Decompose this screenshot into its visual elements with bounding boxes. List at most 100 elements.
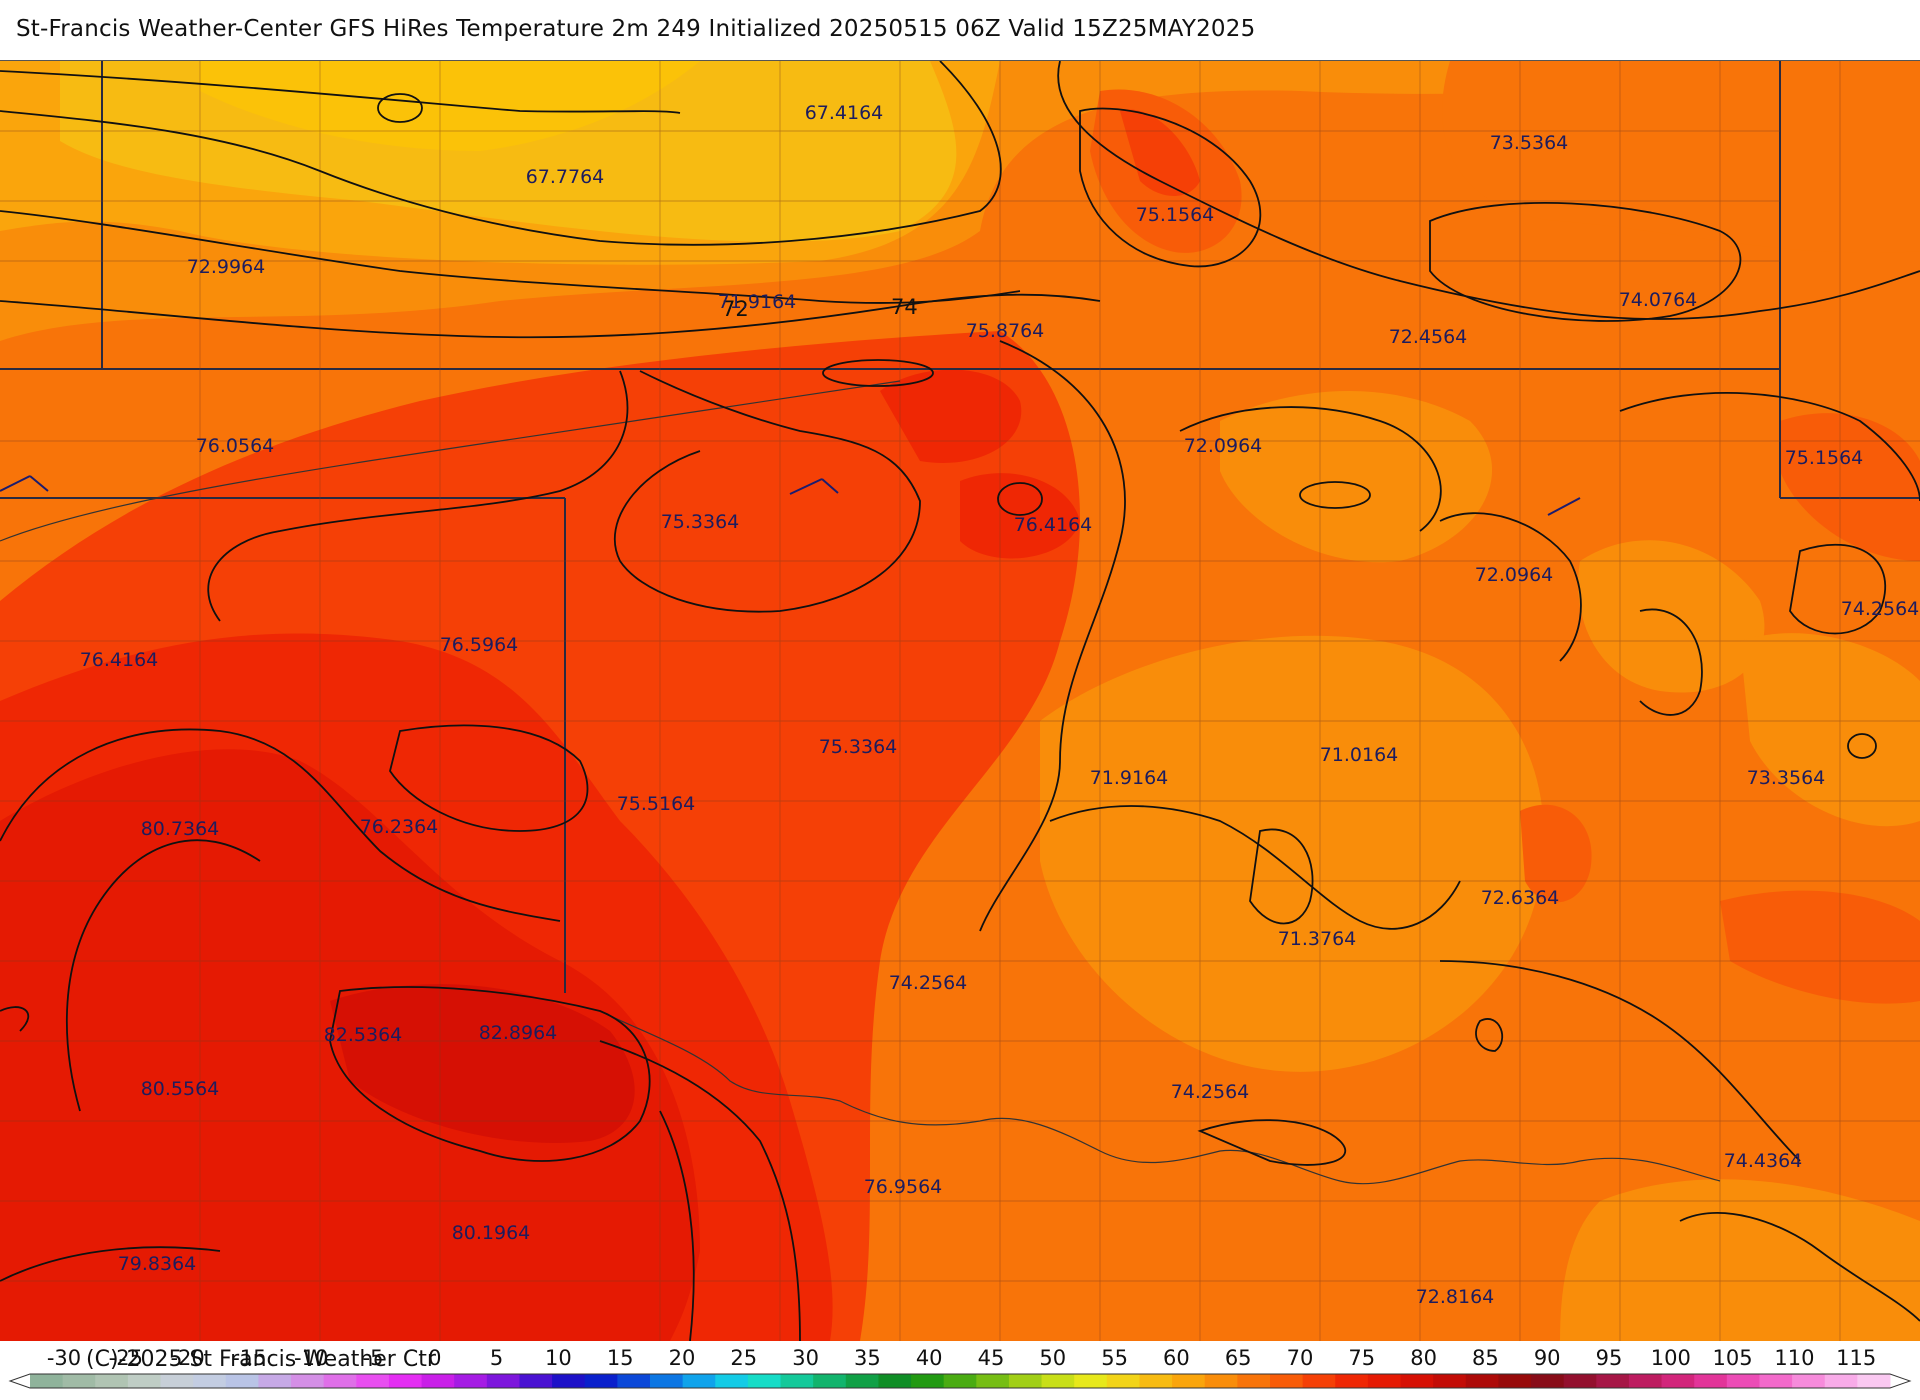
colorbar-tick-label: 60 (1163, 1346, 1190, 1370)
colorbar-swatch (650, 1374, 684, 1388)
colorbar-tick-label: 30 (792, 1346, 819, 1370)
temperature-fill-layer (0, 61, 1920, 1341)
temperature-value-label: 75.3364 (661, 511, 740, 533)
colorbar-swatch (1074, 1374, 1108, 1388)
colorbar-tick-label: 100 (1650, 1346, 1691, 1370)
colorbar-swatch (1302, 1374, 1336, 1388)
map-title: St-Francis Weather-Center GFS HiRes Temp… (16, 16, 1256, 42)
colorbar-swatch (747, 1374, 782, 1388)
colorbar-swatch (1824, 1374, 1858, 1388)
temperature-value-label: 74.2564 (1841, 598, 1920, 620)
colorbar-tick-label: -15 (232, 1346, 267, 1370)
colorbar-swatch (1204, 1374, 1238, 1388)
colorbar-swatch (1400, 1374, 1434, 1388)
colorbar-ticks: -30 -25 -20 -15 -10 -5 0 5 10 15 20 25 30 35 40 45 50 55 6… (0, 1342, 1920, 1372)
temperature-value-label: 73.5364 (1490, 132, 1569, 154)
colorbar-swatch (1694, 1374, 1728, 1388)
colorbar-swatch (1139, 1374, 1173, 1388)
colorbar-tick-label: 35 (854, 1346, 881, 1370)
temperature-value-label: 80.5564 (141, 1078, 220, 1100)
colorbar-tick-label: 70 (1286, 1346, 1314, 1370)
colorbar-tick-label: -5 (362, 1346, 384, 1370)
temperature-value-label: 76.4164 (1014, 514, 1093, 536)
colorbar-swatch (584, 1374, 618, 1388)
colorbar-swatch (1563, 1374, 1597, 1388)
colorbar-swatch (486, 1374, 520, 1388)
colorbar-swatch (1628, 1374, 1663, 1388)
colorbar-tick-label: 45 (977, 1346, 1005, 1370)
temperature-value-label: 76.0564 (196, 435, 275, 457)
temperature-value-labels: 67.4164 73.5364 67.7764 75.1564 72.9964 71.91… (80, 102, 1920, 1308)
colorbar-tick-label: -10 (294, 1346, 329, 1370)
temperature-value-label: 75.5164 (617, 793, 696, 815)
colorbar-swatch (258, 1374, 292, 1388)
colorbar-swatch (1237, 1374, 1271, 1388)
temperature-value-label: 71.0164 (1320, 744, 1399, 766)
colorbar-swatch (1726, 1374, 1760, 1388)
colorbar-swatch (878, 1374, 912, 1388)
colorbar-swatch (682, 1374, 716, 1388)
colorbar-tick-label: 95 (1595, 1346, 1623, 1370)
colorbar-swatch (943, 1374, 977, 1388)
colorbar-tick-label: 55 (1101, 1346, 1128, 1370)
colorbar-swatch (519, 1374, 553, 1388)
temperature-value-label: 75.1564 (1136, 204, 1215, 226)
temperature-value-label: 82.8964 (479, 1022, 558, 1044)
colorbar-swatch (1857, 1374, 1891, 1388)
colorbar-tick-label: -20 (170, 1346, 205, 1370)
temperature-value-label: 76.2364 (360, 816, 439, 838)
colorbar-swatch (1335, 1374, 1369, 1388)
county-lines (0, 61, 1920, 1341)
colorbar-swatch (715, 1374, 749, 1388)
temperature-value-label: 72.4564 (1389, 326, 1468, 348)
temperature-value-label: 75.3364 (819, 736, 898, 758)
temperature-value-label: 71.9164 (718, 291, 797, 313)
colorbar-swatch (95, 1374, 129, 1388)
colorbar-swatch (388, 1374, 423, 1388)
temperature-value-label: 75.1564 (1785, 447, 1864, 469)
colorbar-swatch (62, 1374, 96, 1388)
colorbar-tick-label: 25 (730, 1346, 758, 1370)
temperature-value-label: 72.9964 (187, 256, 266, 278)
colorbar-swatch (323, 1374, 357, 1388)
colorbar-tick-label: 10 (545, 1346, 572, 1370)
temperature-value-label: 75.8764 (966, 320, 1045, 342)
colorbar-tick-label: 105 (1712, 1346, 1753, 1370)
temperature-value-label: 76.5964 (440, 634, 519, 656)
colorbar-tick-label: 15 (606, 1346, 634, 1370)
copyright-text: (C)-2025 St Francis Weather Ctr (86, 1347, 436, 1372)
temperature-value-label: 67.4164 (805, 102, 884, 124)
colorbar-swatch (1596, 1374, 1630, 1388)
temperature-value-label: 72.6364 (1481, 887, 1560, 909)
colorbar-tick-label: -25 (108, 1346, 143, 1370)
temperature-value-label: 73.3564 (1747, 767, 1826, 789)
colorbar-tick-label: -30 (46, 1346, 82, 1370)
temperature-value-label: 72.8164 (1416, 1286, 1495, 1308)
colorbar-outline (8, 1373, 1912, 1389)
temperature-value-label: 72.0964 (1475, 564, 1554, 586)
colorbar-swatch (813, 1374, 847, 1388)
temperature-value-label: 74.0764 (1619, 289, 1698, 311)
colorbar-tick-label: 40 (915, 1346, 943, 1370)
colorbar-swatch (1367, 1374, 1402, 1388)
colorbar-swatch (1759, 1374, 1793, 1388)
colorbar-tick-label: 115 (1836, 1346, 1877, 1370)
state-boundaries (0, 61, 1920, 993)
temperature-value-label: 71.9164 (1090, 767, 1169, 789)
colorbar-swatch (291, 1374, 325, 1388)
colorbar-swatch (1531, 1374, 1565, 1388)
temperature-value-label: 74.2564 (889, 972, 968, 994)
colorbar-tick-label: 90 (1533, 1346, 1561, 1370)
colorbar-tick-label: 75 (1348, 1346, 1376, 1370)
temperature-value-label: 76.4164 (80, 649, 159, 671)
colorbar-tick-label: 50 (1039, 1346, 1067, 1370)
temperature-value-label: 82.5364 (324, 1024, 403, 1046)
contour-label-74: 74 (891, 295, 918, 319)
colorbar: -30 -25 -20 -15 -10 -5 0 5 10 15 20 25 30 35 40 45 50 55 6… (0, 1342, 1920, 1400)
colorbar-swatch (1008, 1374, 1043, 1388)
colorbar-swatch (976, 1374, 1010, 1388)
wind-barbs (0, 475, 1581, 516)
colorbar-swatch (356, 1374, 390, 1388)
temperature-value-label: 79.8364 (118, 1253, 197, 1275)
colorbar-tick-label: 80 (1410, 1346, 1437, 1370)
